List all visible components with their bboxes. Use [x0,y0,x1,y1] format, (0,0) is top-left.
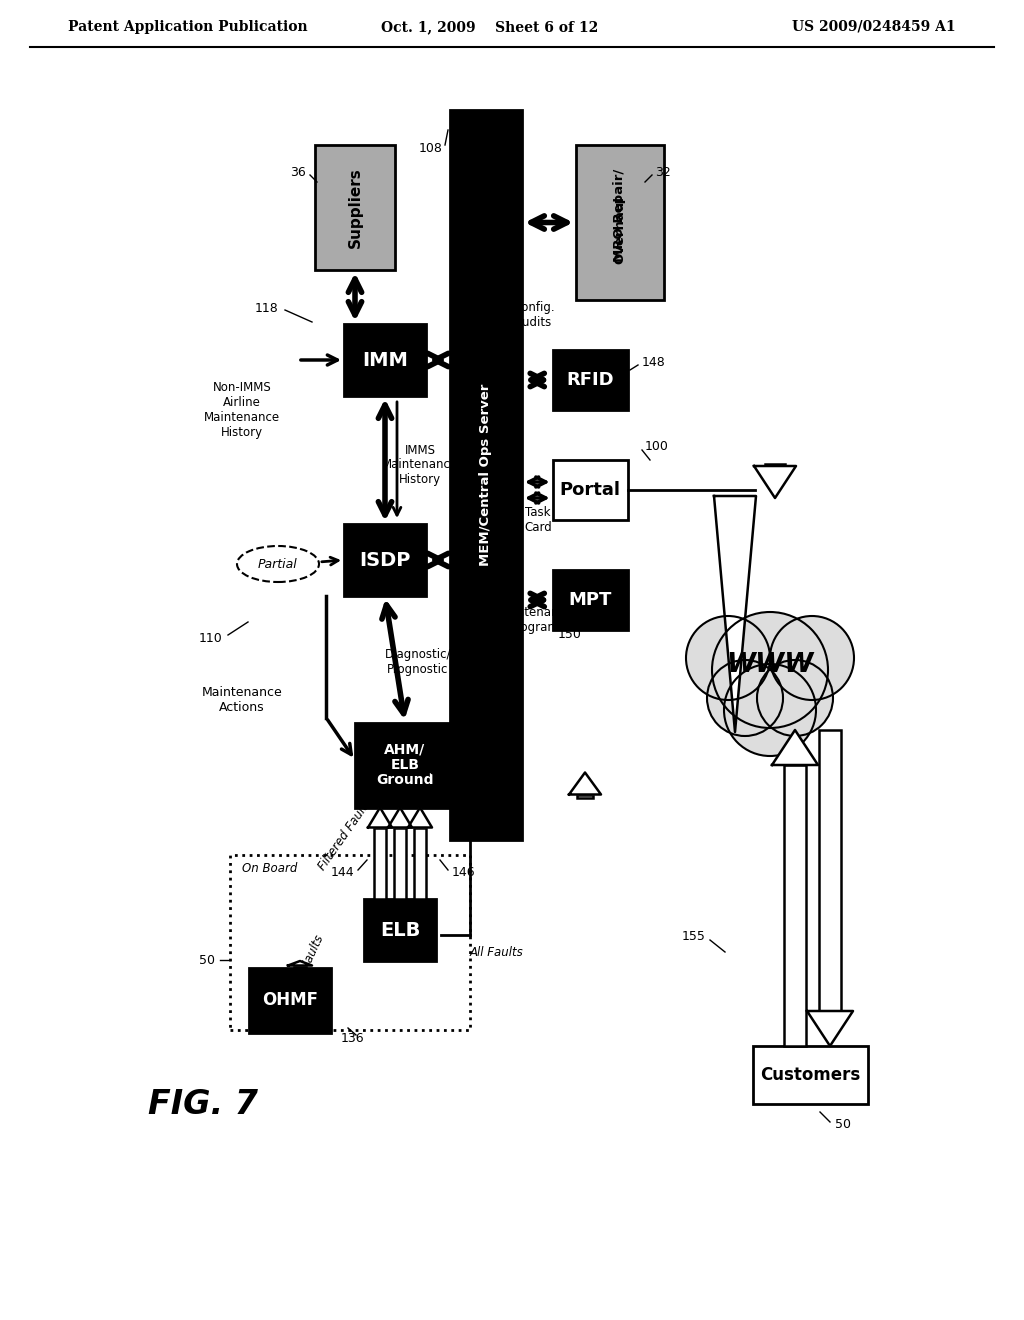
Text: ELB: ELB [380,920,420,940]
Text: Oct. 1, 2009    Sheet 6 of 12: Oct. 1, 2009 Sheet 6 of 12 [381,20,599,34]
Text: 108: 108 [419,141,443,154]
FancyBboxPatch shape [394,828,406,899]
FancyBboxPatch shape [575,145,664,300]
Text: 150: 150 [558,628,582,642]
Text: MPT: MPT [568,591,611,609]
FancyBboxPatch shape [344,323,426,396]
FancyBboxPatch shape [553,350,628,411]
Text: Overhaul: Overhaul [613,195,627,264]
Text: WWW: WWW [726,652,814,678]
Text: 50: 50 [199,953,215,966]
Text: 100: 100 [645,441,669,454]
Text: IMMS
Maintenance
History: IMMS Maintenance History [382,444,458,487]
Text: Suppliers: Suppliers [347,168,362,248]
FancyBboxPatch shape [294,965,306,968]
Text: 50: 50 [835,1118,851,1130]
FancyBboxPatch shape [374,828,386,899]
Text: US 2009/0248459 A1: US 2009/0248459 A1 [793,20,956,34]
Text: Non-IMMS
Airline
Maintenance
History: Non-IMMS Airline Maintenance History [204,381,280,440]
FancyBboxPatch shape [725,496,745,498]
FancyBboxPatch shape [553,570,628,630]
Text: 118: 118 [254,301,278,314]
Text: Portal: Portal [559,480,621,499]
FancyBboxPatch shape [344,524,426,597]
Text: Task
Card: Task Card [524,506,552,535]
Polygon shape [368,808,392,828]
Text: 36: 36 [290,165,306,178]
Text: Customers: Customers [760,1067,860,1084]
Text: Maintenance
Actions: Maintenance Actions [202,686,283,714]
Text: Maintenance
Program: Maintenance Program [497,606,573,634]
Polygon shape [754,466,796,498]
FancyBboxPatch shape [784,766,806,1045]
Text: Filtered Faults: Filtered Faults [315,797,375,873]
FancyBboxPatch shape [355,722,455,808]
Text: RFID: RFID [566,371,613,389]
FancyBboxPatch shape [577,795,593,799]
Text: MRO Repair/: MRO Repair/ [613,169,627,261]
Text: AHM/: AHM/ [384,742,426,756]
Text: Ground: Ground [376,774,434,788]
Text: ISDP: ISDP [359,550,411,569]
Text: 110: 110 [199,631,222,644]
FancyBboxPatch shape [553,459,628,520]
Text: Diagnostic/
Prognostic: Diagnostic/ Prognostic [385,648,452,676]
Text: 148: 148 [642,356,666,370]
Polygon shape [569,772,601,795]
FancyBboxPatch shape [450,110,522,840]
Circle shape [707,660,783,737]
Text: IMM: IMM [362,351,408,370]
Text: All Faults: All Faults [293,933,328,987]
Circle shape [712,612,828,729]
Text: FIG. 7: FIG. 7 [148,1089,258,1122]
FancyBboxPatch shape [249,968,331,1032]
Text: On Board: On Board [242,862,297,875]
Circle shape [686,616,770,700]
Polygon shape [388,808,412,828]
Polygon shape [807,1011,853,1045]
Polygon shape [772,730,818,766]
Polygon shape [408,808,432,828]
Text: 32: 32 [655,165,671,178]
FancyBboxPatch shape [414,828,426,899]
Text: 146: 146 [452,866,475,879]
Circle shape [770,616,854,700]
FancyBboxPatch shape [819,730,841,1011]
Text: 136: 136 [340,1032,364,1045]
Text: Config.
Audits: Config. Audits [513,301,555,329]
FancyBboxPatch shape [753,1045,867,1104]
Circle shape [757,660,833,737]
FancyBboxPatch shape [364,899,436,961]
Text: ELB: ELB [390,758,420,772]
Text: OHMF: OHMF [262,991,318,1008]
Text: 144: 144 [331,866,354,879]
Text: Partial: Partial [258,557,298,570]
Polygon shape [288,961,312,965]
FancyBboxPatch shape [765,465,785,466]
Text: 155: 155 [682,931,706,944]
Text: All Faults: All Faults [470,945,523,958]
Circle shape [724,664,816,756]
Text: MEM/Central Ops Server: MEM/Central Ops Server [479,384,493,566]
FancyBboxPatch shape [315,145,395,271]
Polygon shape [714,496,756,733]
Text: Patent Application Publication: Patent Application Publication [68,20,307,34]
